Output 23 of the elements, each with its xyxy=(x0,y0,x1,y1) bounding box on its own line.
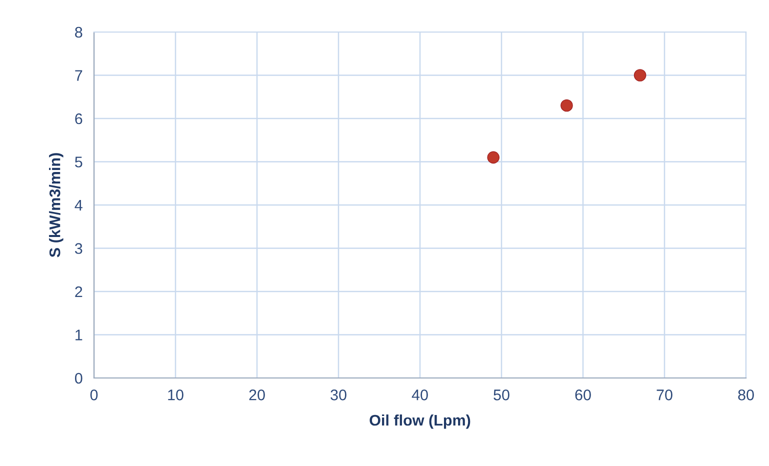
point xyxy=(560,99,573,112)
x-tick-label: 0 xyxy=(90,390,98,400)
y-tick-label: 5 xyxy=(75,156,82,168)
y-tick-label: 4 xyxy=(74,200,82,211)
x-tick-label: 40 xyxy=(412,390,428,400)
x-tick-label: 70 xyxy=(656,390,672,400)
y-tick-label: 1 xyxy=(76,330,82,340)
y-tick-label: 7 xyxy=(75,70,82,81)
x-tick-label: 20 xyxy=(249,390,265,400)
x-axis-title: Oil flow (Lpm) xyxy=(370,414,470,429)
point xyxy=(634,69,646,82)
y-tick-label: 8 xyxy=(75,26,82,38)
point xyxy=(487,151,500,164)
y-tick-label: 3 xyxy=(74,243,82,254)
x-tick-label: 10 xyxy=(168,390,184,400)
x-tick-label: 50 xyxy=(494,390,510,400)
y-tick-label: 2 xyxy=(75,286,82,298)
x-tick-label: 60 xyxy=(575,390,591,400)
x-tick-label: 30 xyxy=(330,390,346,400)
x-tick-label: 80 xyxy=(738,390,754,400)
y-tick-label: 0 xyxy=(74,372,82,384)
y-axis-title: S (kW/m3/min) xyxy=(49,153,64,258)
y-tick-label: 6 xyxy=(75,113,82,124)
